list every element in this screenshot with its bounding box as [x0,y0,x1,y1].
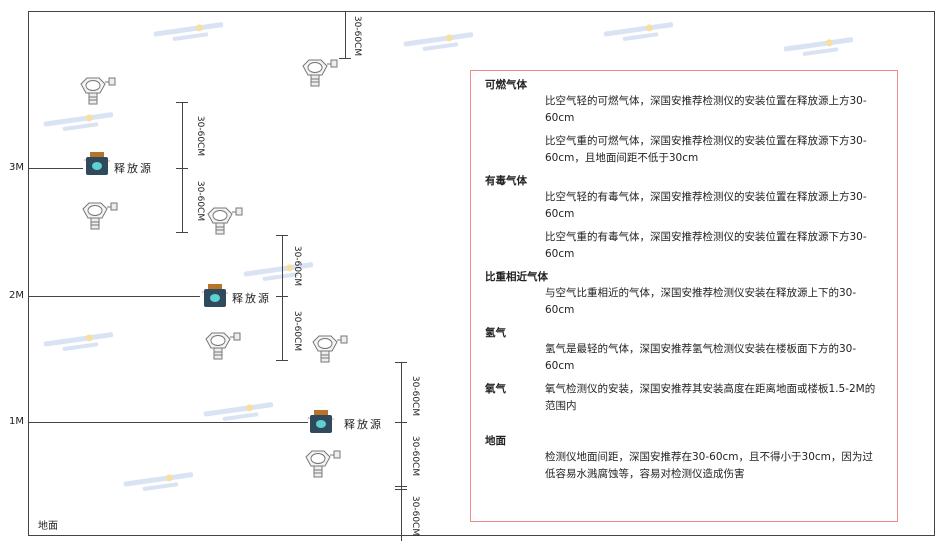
watermark-logo [600,20,690,46]
heading-hydrogen: 氢气 [485,327,506,339]
wall-line [28,11,29,536]
watermark-logo [40,330,130,356]
heading-oxygen: 氧气 [485,383,506,395]
gas-detector-icon [78,75,118,107]
watermark-logo [400,30,490,56]
release-source-icon [84,152,110,176]
dimension-label: 30-60CM [410,375,421,417]
level-3m-label: 3M [9,162,24,173]
ceiling-line [28,11,935,12]
watermark-logo [240,260,330,286]
level-2m-label: 2M [9,290,24,301]
note-ground: 检测仪地面间距，深国安推荐在30-60cm，且不得小于30cm，因为过低容易水溅… [545,451,873,480]
release-source-icon [202,284,228,308]
note-hydrogen: 氢气是最轻的气体，深国安推荐氢气检测仪安装在楼板面下方的30-60cm [545,343,857,372]
release-source-label: 释放源 [344,418,383,431]
release-source-icon [308,410,334,434]
gas-detector-icon [300,57,340,89]
right-border [934,11,935,536]
installation-notes-panel: 可燃气体 比空气轻的可燃气体，深国安推荐检测仪的安装位置在释放源上方30-60c… [470,70,898,522]
dimension-label: 30-60CM [410,435,421,477]
heading-similar: 比重相近气体 [485,271,548,283]
watermark-logo [150,20,240,46]
dimension-label: 30-60CM [410,495,421,537]
dimension-label: 30-60CM [292,245,303,287]
dimension-line [345,11,346,58]
note-toxic-lighter: 比空气轻的有毒气体，深国安推荐检测仪的安装位置在释放源上方30-60cm [545,191,867,220]
level-3m-line [28,168,83,169]
watermark-logo [40,110,130,136]
heading-toxic: 有毒气体 [485,175,527,187]
watermark-logo [780,35,870,61]
heading-combustible: 可燃气体 [485,79,527,91]
release-source-label: 释放源 [114,162,153,175]
gas-detector-icon [80,200,120,232]
note-combustible-lighter: 比空气轻的可燃气体，深国安推荐检测仪的安装位置在释放源上方30-60cm [545,95,867,124]
dimension-label: 30-60CM [352,15,363,57]
dimension-label: 30-60CM [292,310,303,352]
level-1m-label: 1M [9,416,24,427]
level-1m-line [28,422,308,423]
gas-detector-icon [303,448,343,480]
floor-line [28,535,935,536]
dimension-line [182,102,183,232]
note-oxygen: 氧气检测仪的安装，深国安推荐其安装高度在距离地面或楼板1.5-2M的范围内 [545,383,876,412]
heading-ground: 地面 [485,435,506,447]
ground-label: 地面 [38,521,58,532]
release-source-label: 释放源 [232,292,271,305]
watermark-logo [120,470,210,496]
gas-detector-icon [203,330,243,362]
gas-detector-icon [310,333,350,365]
dimension-line [401,362,402,541]
note-toxic-heavier: 比空气重的有毒气体，深国安推荐检测仪的安装位置在释放源下方30-60cm [545,231,867,260]
note-similar: 与空气比重相近的气体，深国安推荐检测仪安装在释放源上下的30-60cm [545,287,857,316]
note-combustible-heavier: 比空气重的可燃气体，深国安推荐检测仪的安装位置在释放源下方30-60cm，且地面… [545,135,867,164]
level-2m-line [28,296,200,297]
gas-detector-icon [205,205,245,237]
dimension-label: 30-60CM [195,180,206,222]
dimension-line [282,235,283,360]
dimension-label: 30-60CM [195,115,206,157]
